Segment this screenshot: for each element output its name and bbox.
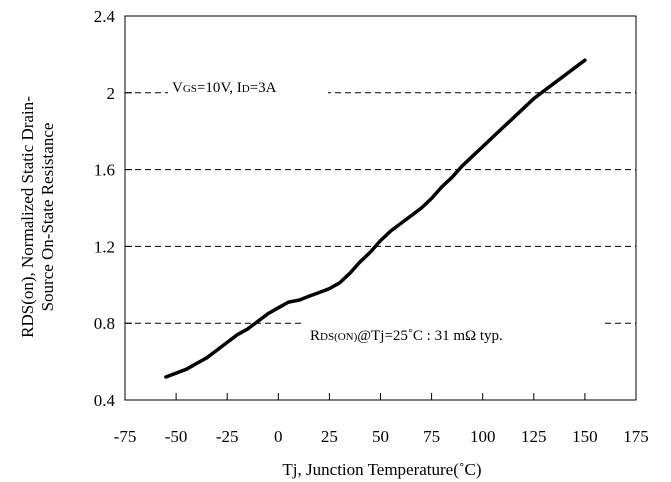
x-tick-label: 100 [470, 427, 496, 446]
rating-annotation-bg [302, 321, 602, 347]
y-tick-label: 1.2 [94, 237, 115, 256]
rdson-rating-text: @Tj=25˚C : 31 mΩ typ. [357, 328, 503, 344]
x-tick-label: 75 [423, 427, 440, 446]
x-tick-label: 25 [321, 427, 338, 446]
x-tick-label: 0 [274, 427, 283, 446]
y-axis-title-line2: Source On-State Resistance [38, 123, 57, 312]
x-axis-ticks: -75 -50 -25 0 25 50 75 100 125 150 175 [114, 393, 649, 446]
x-tick-label: 175 [623, 427, 649, 446]
x-tick-label: -50 [165, 427, 188, 446]
series-line [164, 58, 587, 379]
y-tick-label: 2 [107, 84, 116, 103]
x-tick-label: -75 [114, 427, 137, 446]
y-tick-label: 0.4 [94, 391, 116, 410]
y-tick-label: 2.4 [94, 7, 116, 26]
condition-annotation: VGS=10V, ID=3A [172, 80, 277, 96]
condition-annotation-bg [168, 73, 328, 99]
x-axis-title: Tj, Junction Temperature(˚C) [282, 460, 481, 479]
y-axis-title-line1: RDS(on), Normalized Static Drain- [18, 96, 37, 338]
x-tick-label: 50 [372, 427, 389, 446]
y-tick-label: 1.6 [94, 161, 115, 180]
x-tick-label: 150 [572, 427, 598, 446]
grid-lines [125, 92, 636, 324]
rating-annotation: RDS(ON)@Tj=25˚C : 31 mΩ typ. [310, 328, 503, 344]
x-tick-label: 125 [521, 427, 547, 446]
vgs-symbol: V [172, 80, 183, 96]
x-tick-label: -25 [216, 427, 239, 446]
id-subscript: D [242, 83, 250, 95]
id-value: =3A [250, 80, 277, 96]
rdson-symbol: R [310, 328, 320, 344]
vgs-subscript: GS [183, 83, 197, 95]
series-group [164, 58, 587, 379]
vgs-value: =10V, I [197, 80, 242, 96]
rdson-subscript: DS(ON) [320, 331, 358, 343]
y-tick-label: 0.8 [94, 314, 115, 333]
y-axis-ticks: 0.4 0.8 1.2 1.6 2 2.4 [94, 7, 132, 410]
